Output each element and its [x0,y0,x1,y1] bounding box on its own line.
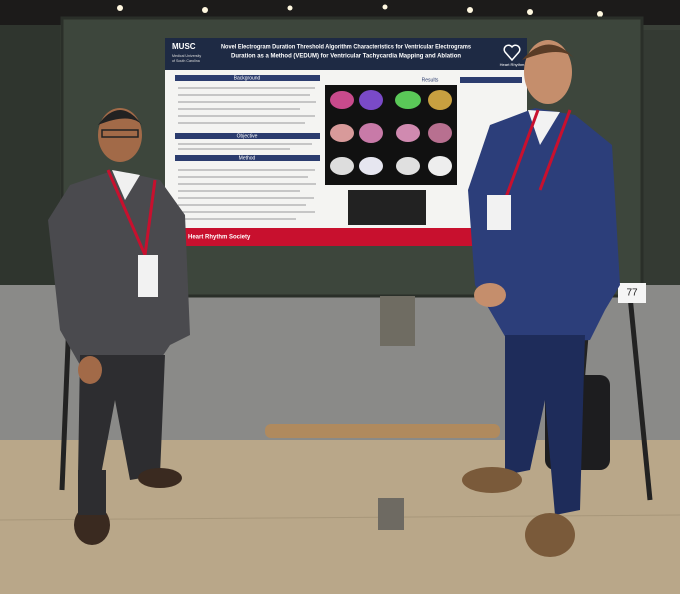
hrs-logo [503,44,521,62]
body-text-lines [178,87,316,220]
bystander [380,296,415,346]
poster-tube [265,424,500,438]
section-bar [175,75,320,81]
floor-tile [378,498,404,530]
ceiling-lights [117,4,603,17]
section-bar [175,133,320,139]
floor-seam [0,514,680,521]
institution: Medical University [172,54,201,58]
person-right [462,40,620,557]
heart-maps [330,90,452,176]
poster-header [165,38,527,70]
footer-text: Heart Rhythm Society [188,235,251,241]
booth-sign [618,283,646,303]
section-bar [175,155,320,161]
poster-title: Novel Electrogram Duration Threshold Alg… [221,44,472,51]
poster-title: Duration as a Method (VEDUM) for Ventric… [231,53,461,60]
section-heading: Results [422,77,439,83]
figure-panel [348,190,426,225]
section-heading: Objective [237,133,258,139]
booth-number: 77 [626,288,638,299]
section-heading: Background [234,75,261,81]
sponsor: Heart Rhythm [500,62,525,67]
panel [0,25,60,285]
section-heading: Method [239,155,256,161]
institution: of South Carolina [172,59,200,63]
institution: MUSC [172,42,196,51]
board-leg [627,295,653,501]
poster-footer [165,228,527,246]
section-bar [460,77,522,83]
person-left [48,108,190,545]
